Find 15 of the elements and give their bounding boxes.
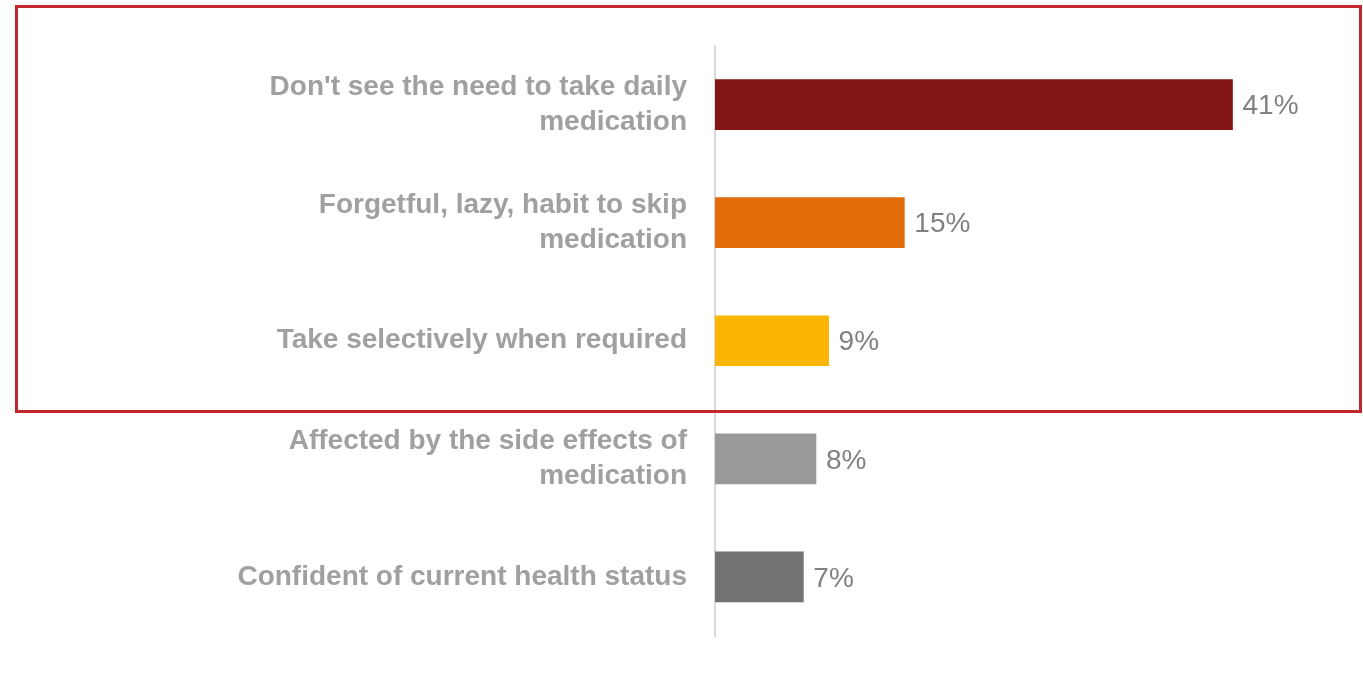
y-tick-label: Confident of current health status <box>237 559 687 591</box>
bar <box>715 433 817 485</box>
data-label: 9% <box>838 325 880 357</box>
y-tick-label: Forgetful, lazy, habit to skip medication <box>318 187 687 254</box>
y-tick-label: Take selectively when required <box>276 323 687 355</box>
data-label: 7% <box>813 561 854 593</box>
data-label: 41% <box>1242 89 1299 121</box>
bar <box>715 197 905 248</box>
data-label: 15% <box>914 207 971 239</box>
bar <box>715 315 829 367</box>
bar <box>715 551 804 603</box>
y-tick-label: Affected by the side effects of medication <box>288 424 688 491</box>
y-tick-label: Don't see the need to take daily medication <box>269 69 688 136</box>
bar <box>715 79 1233 130</box>
data-label: 8% <box>825 443 867 475</box>
